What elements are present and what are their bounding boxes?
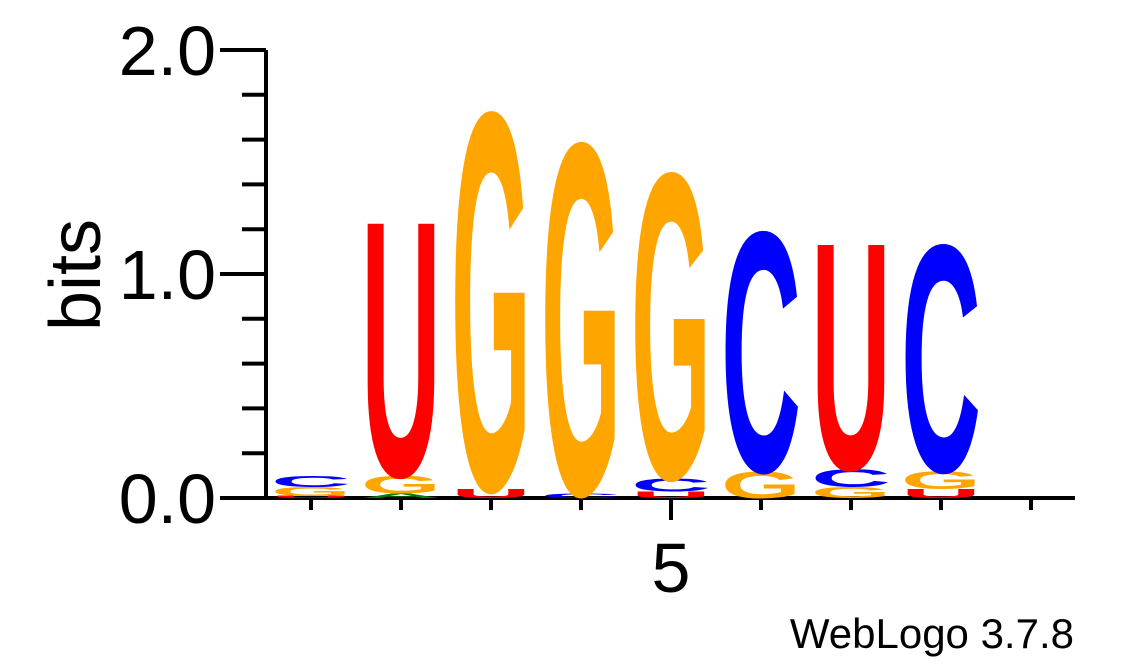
logo-letter-c-pos5: C <box>631 474 711 495</box>
logo-letter-u-pos3: U <box>451 487 531 501</box>
logo-letter-u-pos1: U <box>271 495 351 499</box>
weblogo-version-footer: WebLogo 3.7.8 <box>790 610 1074 657</box>
logo-letter-g-pos2: G <box>361 471 441 499</box>
logo-letter-g-pos8: G <box>901 466 981 494</box>
logo-letter-c-pos6: C <box>721 161 801 545</box>
logo-letter-u-pos8: U <box>901 487 981 501</box>
y-tick-label: 1.0 <box>119 236 216 314</box>
y-axis-label: bits <box>36 219 116 331</box>
logo-letter-c-pos8: C <box>901 177 981 541</box>
logo-letter-c-pos7: C <box>811 464 891 492</box>
y-tick-label: 0.0 <box>119 460 216 538</box>
logo-letter-g-pos4: G <box>541 39 621 602</box>
logo-letter-a-pos2: A <box>361 492 441 499</box>
x-tick-label: 5 <box>652 529 691 607</box>
logo-letter-c-pos1: C <box>271 473 351 491</box>
y-axis: 0.0 1.0 2.0 <box>119 12 268 538</box>
logo-letter-g-pos3: G <box>451 0 531 604</box>
logo-letter-u-pos7: U <box>811 174 891 538</box>
logo-letter-u-pos5: U <box>631 490 711 501</box>
logo-letter-g-pos1: G <box>271 484 351 498</box>
y-tick-label: 2.0 <box>119 12 216 90</box>
logo-letter-g-pos6: G <box>721 465 801 507</box>
logo-letter-g-pos7: G <box>811 484 891 502</box>
logo-letter-g-pos5: G <box>631 83 711 572</box>
logo-letter-u-pos2: U <box>361 145 441 554</box>
logo-letter-c-pos4: C <box>541 492 621 499</box>
x-axis: 5 <box>266 496 1075 607</box>
